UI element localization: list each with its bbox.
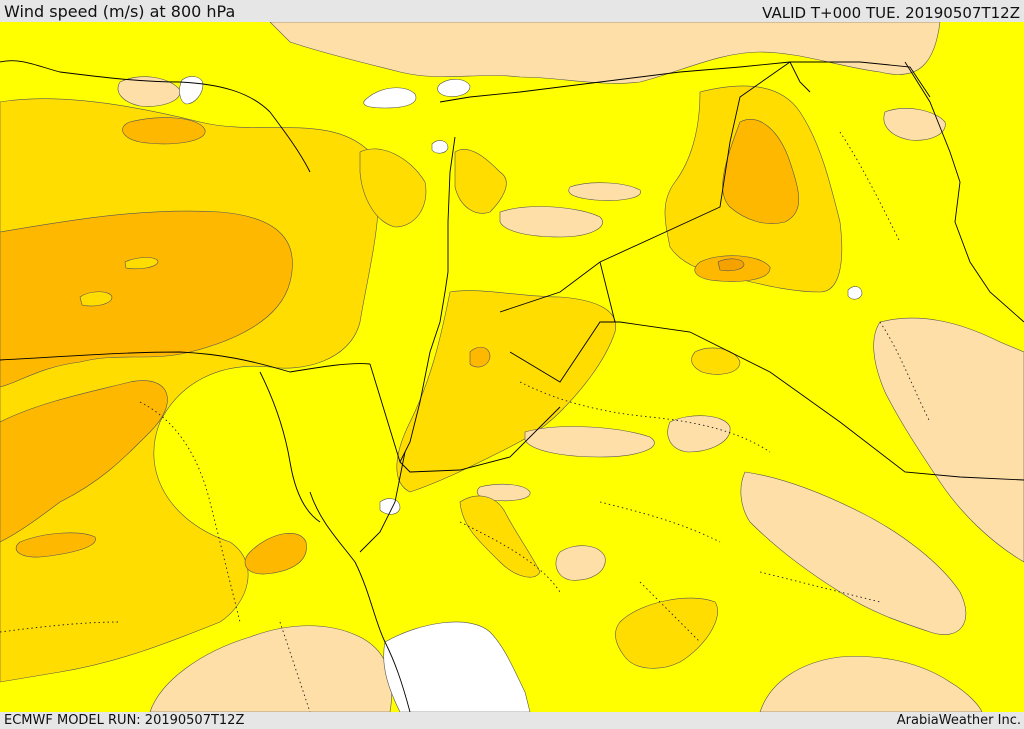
calm-patch-1 [363, 87, 417, 109]
calm-zone-red-sea-coast [383, 621, 531, 712]
very-strong-wind-core [717, 258, 745, 272]
strong-wind-zone-east [722, 119, 799, 224]
calm-patch-5 [431, 140, 449, 154]
calm-patch-2 [437, 79, 471, 97]
light-wind-patch-8 [117, 76, 181, 107]
calm-patch-6 [847, 286, 863, 300]
strong-wind-zone-southwest [0, 380, 168, 543]
header-bar: Wind speed (m/s) at 800 hPa VALID T+000 … [0, 0, 1024, 22]
light-wind-patch-2 [524, 426, 655, 458]
valid-time-label: VALID T+000 TUE. 20190507T12Z [762, 4, 1020, 22]
moderate-wind-hole-2 [124, 257, 159, 270]
light-wind-patch-3 [667, 415, 731, 453]
fresh-wind-patch-south-3 [691, 347, 741, 375]
chart-title: Wind speed (m/s) at 800 hPa [4, 2, 236, 21]
fresh-wind-patch-south-2 [459, 495, 541, 578]
map-canvas [0, 22, 1024, 712]
strong-wind-patch-levant [469, 346, 491, 368]
strong-wind-patch-3 [15, 532, 96, 558]
light-wind-zone-southeast [873, 317, 1024, 563]
fresh-wind-zone-coast [359, 148, 427, 228]
strong-wind-zone-west [0, 210, 293, 388]
light-wind-zone-north [269, 22, 941, 84]
credit-label: ArabiaWeather Inc. [896, 713, 1021, 728]
admin-boundaries [0, 131, 931, 712]
light-wind-patch-5 [477, 483, 531, 502]
wind-speed-map [0, 22, 1024, 712]
model-run-label: ECMWF MODEL RUN: 20190507T12Z [4, 713, 245, 728]
strong-wind-patch-1 [122, 117, 206, 145]
moderate-wind-hole-1 [79, 291, 113, 307]
light-wind-zone-southeast-corner [759, 656, 983, 712]
fresh-wind-zone-north-levant [454, 149, 507, 214]
light-wind-patch-4 [555, 545, 606, 581]
light-wind-patch-6 [568, 182, 641, 201]
footer-bar: ECMWF MODEL RUN: 20190507T12Z ArabiaWeat… [0, 712, 1024, 729]
light-wind-zone-desert [740, 471, 967, 635]
country-boundaries [0, 60, 1024, 712]
light-wind-patch-1 [499, 206, 603, 238]
strong-wind-patch-2 [244, 533, 307, 575]
fresh-wind-patch-south-1 [615, 597, 718, 669]
light-wind-patch-7 [883, 108, 946, 141]
